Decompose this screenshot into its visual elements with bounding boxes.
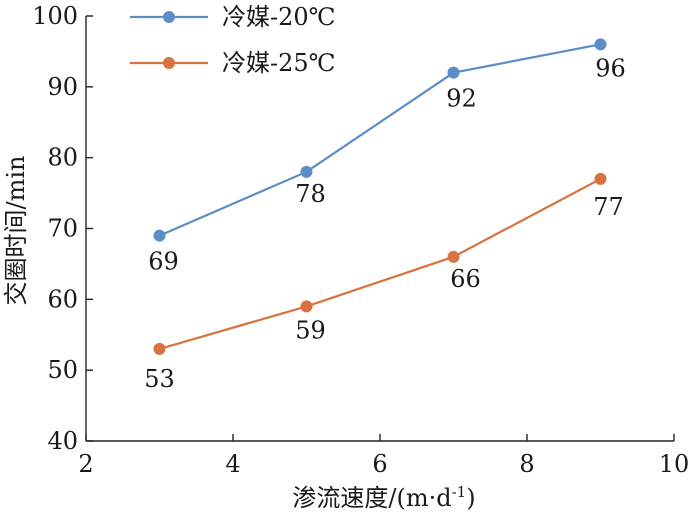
- data-label: 92: [446, 85, 477, 113]
- y-tick-label: 50: [47, 356, 78, 384]
- data-point: [153, 229, 166, 242]
- legend-label-1: 冷媒-20℃: [222, 3, 336, 31]
- x-axis-title-superscript: -1: [452, 483, 467, 501]
- legend-marker-2: [163, 57, 175, 69]
- data-labels: 69 78 92 96 53 59 66 77: [144, 54, 626, 393]
- series-group: [153, 38, 607, 355]
- x-tick-label: 4: [225, 450, 240, 478]
- legend-label-2: 冷媒-25℃: [222, 49, 336, 77]
- y-tick-label: 70: [47, 215, 78, 243]
- x-tick-label: 6: [372, 450, 387, 478]
- x-axis-title-suffix: ): [466, 484, 475, 512]
- data-point: [153, 342, 166, 355]
- data-point: [594, 172, 607, 185]
- data-label: 59: [295, 316, 326, 344]
- x-tick-label: 2: [78, 450, 93, 478]
- data-label: 53: [144, 365, 175, 393]
- data-label: 78: [295, 180, 326, 208]
- x-axis-title: 渗流速度/(m·d-1): [292, 483, 475, 512]
- data-label: 96: [595, 54, 626, 82]
- x-axis-title-main: 渗流速度/(m·d: [292, 484, 451, 512]
- data-label: 77: [593, 193, 624, 221]
- legend-marker-1: [163, 11, 175, 23]
- data-point: [300, 165, 313, 178]
- y-tick-label: 80: [47, 144, 78, 172]
- series-line-1: [159, 43, 601, 237]
- series-line-2: [159, 177, 602, 350]
- y-tick-label: 60: [47, 285, 78, 313]
- y-tick-label: 40: [47, 427, 78, 455]
- data-point: [447, 250, 460, 263]
- data-point: [594, 38, 607, 51]
- data-point: [300, 300, 313, 313]
- data-label: 66: [450, 265, 481, 293]
- legend: 冷媒-20℃ 冷媒-25℃: [130, 3, 336, 77]
- data-label: 69: [148, 248, 179, 276]
- y-axis-title: 交圈时间/min: [2, 156, 30, 306]
- data-point: [447, 66, 460, 79]
- y-tick-label: 90: [47, 73, 78, 101]
- x-tick-label: 8: [519, 450, 534, 478]
- x-tick-label: 10: [659, 450, 690, 478]
- y-tick-label: 100: [32, 2, 78, 30]
